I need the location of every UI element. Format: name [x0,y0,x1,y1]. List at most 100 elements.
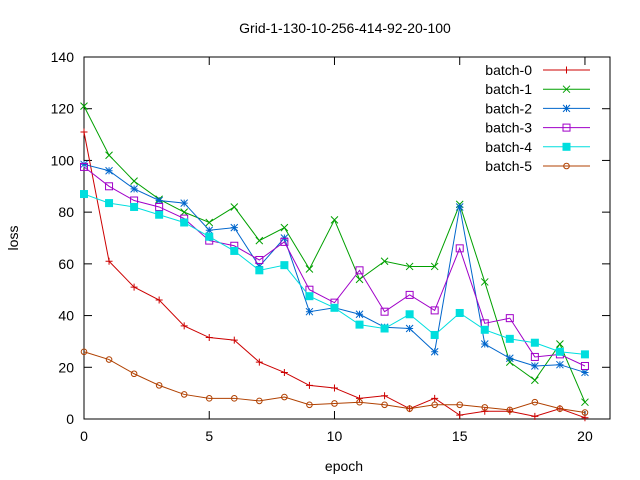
data-point-marker [380,324,389,333]
data-point-marker [531,376,539,385]
data-point [105,151,113,160]
data-point-marker [530,352,539,361]
data-point [430,306,439,315]
data-point-marker [581,398,589,407]
data-point-marker [405,290,414,299]
series-batch-3 [80,162,589,370]
data-point [330,384,338,392]
data-point-marker [355,310,364,319]
data-point [155,210,164,219]
legend-marker [562,85,571,94]
data-point-marker [556,405,564,412]
data-point-marker [380,307,389,316]
data-point [180,322,188,330]
data-point [481,404,489,411]
data-point-marker [105,199,114,208]
x-tick-label: 5 [205,428,213,444]
data-point [130,283,138,291]
data-point-marker [380,257,389,266]
data-point [105,356,113,363]
data-point [230,246,239,255]
data-point-marker [280,368,288,376]
data-point [80,190,88,199]
data-point [230,395,238,402]
legend-label: batch-4 [485,139,532,155]
data-point-marker [531,362,539,370]
data-point-marker [230,246,239,255]
data-point-marker [355,320,364,329]
data-point-marker [455,308,464,317]
legend-marker [562,104,571,113]
data-point [580,361,589,370]
series-batch-5 [80,348,589,416]
data-point-marker [80,128,88,136]
data-point-marker [105,151,113,160]
series-batch-4 [80,190,589,359]
data-point-marker [430,306,439,315]
data-point [381,392,389,400]
data-point [205,232,214,241]
data-point [80,102,88,110]
data-point [180,391,188,398]
data-point [481,407,489,415]
data-point-marker [430,347,439,356]
data-point-marker [280,261,289,270]
data-point [431,401,438,409]
series-line-batch-0 [83,131,586,419]
y-tick-label: 140 [51,49,75,65]
data-point-marker [130,202,139,211]
data-point [355,275,364,284]
data-point [230,336,238,344]
data-point-marker [556,340,564,348]
data-point [455,244,464,253]
data-point [556,405,564,412]
data-point-marker [430,330,439,339]
data-point [405,290,414,299]
data-point [80,348,88,356]
data-point-marker [580,361,589,370]
data-point-marker [455,244,464,253]
legend-label: batch-1 [485,81,532,97]
data-point-marker [431,401,438,409]
data-point-marker [505,358,514,366]
data-point-marker [130,283,138,291]
legend-label: batch-0 [485,62,532,78]
data-point-marker [155,296,163,304]
data-point-marker [255,255,264,264]
legend-marker [562,142,571,151]
data-point-marker [105,257,113,265]
data-point-marker [480,325,489,334]
data-point-marker [431,394,439,402]
legend-marker-shape [562,123,571,132]
data-point [330,303,339,312]
data-point [505,358,514,366]
data-point [356,394,364,402]
legend-marker-shape [563,66,570,74]
data-point [355,320,364,329]
data-point [380,324,389,333]
data-point-marker [581,409,589,416]
x-tick-label: 0 [80,428,88,444]
data-point-marker [130,185,138,193]
data-point-marker [230,395,238,402]
data-point [505,354,514,363]
data-point [180,218,189,227]
data-point-marker [330,216,339,224]
data-point-marker [255,266,264,275]
data-point [130,177,138,185]
data-point-marker [305,265,314,273]
data-point [355,266,364,275]
data-point [405,262,414,271]
data-point [280,237,289,246]
data-point-marker [105,166,113,175]
data-point-marker [205,232,214,241]
series-batch-2 [80,160,589,377]
data-point [405,324,414,333]
data-point [456,401,464,409]
data-point [480,278,489,286]
data-point [581,398,589,407]
data-point-marker [356,394,364,402]
data-point [155,382,163,389]
y-tick-label: 120 [51,101,75,117]
data-point-marker [330,303,339,312]
